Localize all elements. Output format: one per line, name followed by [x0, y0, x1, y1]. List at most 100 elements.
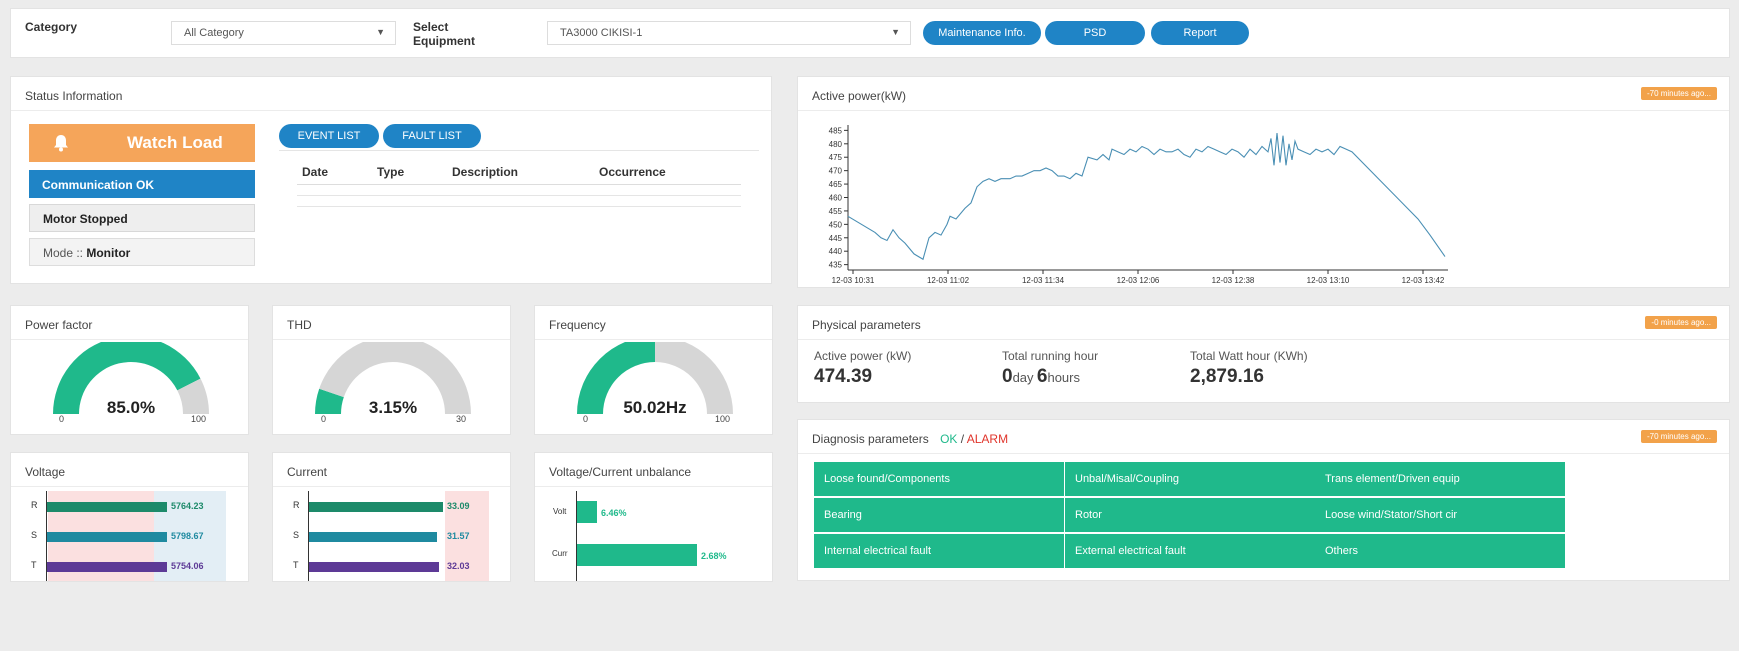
running-days-unit: day	[1012, 370, 1034, 385]
psd-button[interactable]: PSD	[1045, 21, 1145, 45]
power-factor-panel: Power factor 85.0% 0 100	[10, 305, 249, 435]
frequency-title: Frequency	[535, 306, 772, 340]
tab-fault-list[interactable]: FAULT LIST	[383, 124, 481, 148]
diagnosis-item-loose-wind[interactable]: Loose wind/Stator/Short cir	[1315, 498, 1565, 532]
current-bar-r	[309, 502, 443, 512]
communication-status: Communication OK	[29, 170, 255, 198]
active-power-label: Active power (kW)	[814, 349, 912, 363]
current-bar-t	[309, 562, 439, 572]
thd-panel: THD 3.15% 0 30	[272, 305, 511, 435]
unbalance-title: Voltage/Current unbalance	[535, 453, 772, 487]
column-occurrence: Occurrence	[599, 165, 666, 179]
y-tick-label: 435	[829, 261, 843, 270]
current-band-pink	[445, 491, 489, 581]
active-power-series-line	[847, 132, 1446, 261]
active-power-value: 474.39	[814, 366, 873, 387]
active-power-chart: 435 440 445 450 455 460 465 470 475 480 485 12-03 1…	[829, 125, 1448, 285]
equipment-label-line-1: Select	[413, 20, 449, 34]
current-value-t: 32.03	[447, 561, 470, 571]
y-tick-label: 455	[829, 207, 843, 216]
equipment-select-value: TA3000 CIKISI-1	[560, 27, 643, 39]
tab-event-list[interactable]: EVENT LIST	[279, 124, 379, 148]
y-tick-label: 450	[829, 220, 843, 229]
maintenance-info-button[interactable]: Maintenance Info.	[923, 21, 1041, 45]
diagnosis-alarm-legend: ALARM	[966, 432, 1009, 446]
gauge-remaining-arc	[177, 378, 209, 414]
power-factor-value: 85.0%	[106, 398, 156, 417]
column-date: Date	[302, 165, 329, 179]
active-power-time-badge: -70 minutes ago...	[1640, 87, 1717, 100]
physical-time-badge: -0 minutes ago...	[1645, 316, 1717, 329]
voltage-panel: Voltage R 5764.23 S 5798.67 T 5754.06	[10, 452, 249, 582]
thd-gauge	[315, 342, 471, 414]
mode-value: Monitor	[86, 246, 131, 260]
unbalance-panel: Voltage/Current unbalance Volt 6.46% Cur…	[534, 452, 773, 582]
equipment-label: Select Equipment	[413, 20, 475, 48]
equipment-select[interactable]: TA3000 CIKISI-1 ▼	[547, 21, 911, 45]
running-hour-value: 0day 6hours	[1002, 366, 1080, 388]
y-tick-label: 465	[829, 180, 843, 189]
diagnosis-item-unbal-misal[interactable]: Unbal/Misal/Coupling	[1065, 462, 1315, 496]
x-tick-label: 12-03 11:34	[1022, 276, 1065, 285]
diagnosis-item-internal-fault[interactable]: Internal electrical fault	[814, 534, 1064, 568]
x-tick-label: 12-03 13:10	[1307, 276, 1350, 285]
column-type: Type	[377, 165, 405, 179]
gauge-remaining-arc	[655, 342, 733, 414]
power-factor-title: Power factor	[11, 306, 248, 340]
diagnosis-item-loose-found[interactable]: Loose found/Components	[814, 462, 1064, 496]
diagnosis-item-trans-element[interactable]: Trans element/Driven equip	[1315, 462, 1565, 496]
chevron-down-icon: ▼	[891, 27, 900, 37]
y-tick-label: 480	[829, 140, 843, 149]
voltage-title: Voltage	[11, 453, 248, 487]
gauge-fill-arc	[53, 342, 201, 414]
diagnosis-title: Diagnosis parameters	[812, 432, 929, 446]
voltage-label-r: R	[31, 500, 38, 510]
status-information-panel: Status Information Watch Load Communicat…	[10, 76, 772, 284]
active-power-title: Active power(kW)	[798, 77, 1729, 111]
current-label-t: T	[293, 560, 299, 570]
running-hour-label: Total running hour	[1002, 349, 1099, 363]
unbalance-bar-volt	[577, 501, 597, 523]
current-title: Current	[273, 453, 510, 487]
voltage-bar-t	[47, 562, 167, 572]
physical-parameters-panel: Physical parameters -0 minutes ago... Ac…	[797, 305, 1730, 403]
diagnosis-item-rotor[interactable]: Rotor	[1065, 498, 1315, 532]
mode-label: Mode ::	[43, 246, 87, 260]
diagnosis-ok-legend: OK	[940, 432, 958, 446]
watt-hour-value: 2,879.16	[1190, 366, 1264, 387]
unbalance-value-curr: 2.68%	[701, 551, 727, 561]
current-value-s: 31.57	[447, 531, 470, 541]
diagnosis-item-bearing[interactable]: Bearing	[814, 498, 1064, 532]
chevron-down-icon: ▼	[376, 27, 385, 37]
voltage-bar-s	[47, 532, 167, 542]
event-table-divider	[279, 150, 759, 151]
gauge-fill-arc	[577, 342, 656, 414]
category-select[interactable]: All Category ▼	[171, 21, 396, 45]
power-factor-min: 0	[59, 414, 65, 424]
voltage-value-s: 5798.67	[171, 531, 204, 541]
current-bar-s	[309, 532, 437, 542]
x-tick-label: 12-03 11:02	[927, 276, 970, 285]
table-row-divider	[297, 206, 741, 207]
frequency-panel: Frequency 50.02Hz 0 100	[534, 305, 773, 435]
diagnosis-item-external-fault[interactable]: External electrical fault	[1065, 534, 1315, 568]
voltage-axis	[46, 491, 47, 581]
table-row-divider	[297, 195, 741, 196]
gauge-fill-arc	[315, 388, 344, 414]
voltage-label-s: S	[31, 530, 38, 540]
watch-load-text: Watch Load	[127, 133, 223, 152]
thd-max: 30	[456, 414, 467, 424]
x-tick-label: 12-03 13:42	[1402, 276, 1445, 285]
watch-load-banner: Watch Load	[29, 124, 255, 162]
diagnosis-title-bar: Diagnosis parameters OK / ALARM	[798, 420, 1729, 454]
power-factor-max: 100	[191, 414, 207, 424]
current-panel: Current R 33.09 S 31.57 T 32.03	[272, 452, 511, 582]
y-tick-label: 440	[829, 247, 843, 256]
thd-value: 3.15%	[368, 398, 418, 417]
diagnosis-item-others[interactable]: Others	[1315, 534, 1565, 568]
y-tick-label: 485	[829, 126, 843, 135]
current-label-r: R	[293, 500, 300, 510]
report-button[interactable]: Report	[1151, 21, 1249, 45]
unbalance-axis	[576, 491, 577, 581]
unbalance-label-curr: Curr	[552, 549, 568, 558]
